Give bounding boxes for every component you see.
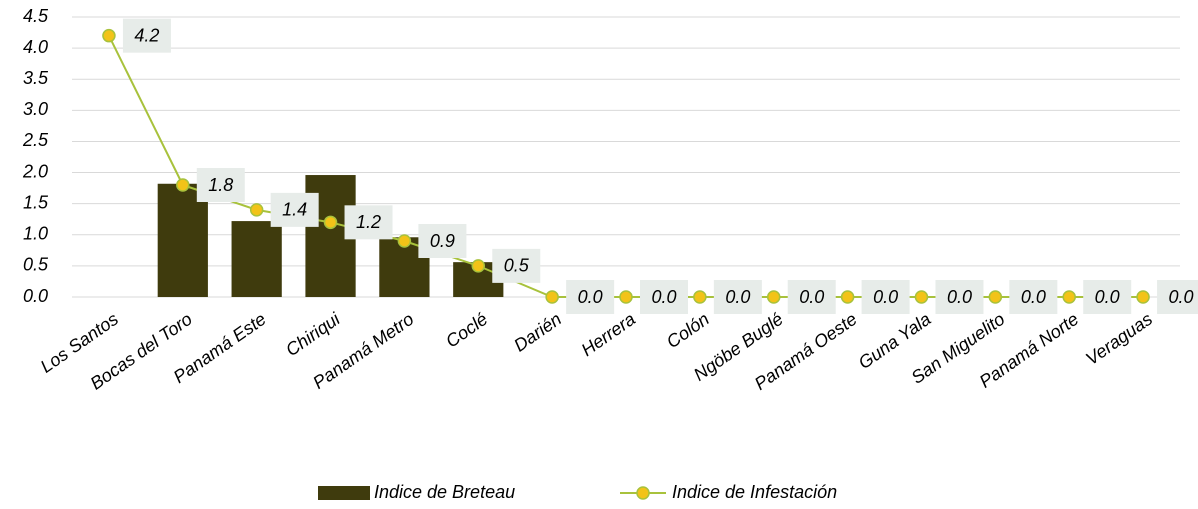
y-tick-label: 3.5 [23, 68, 49, 88]
marker [102, 28, 116, 43]
data-label-box [1083, 280, 1132, 314]
data-label-box [270, 192, 319, 227]
marker [619, 290, 633, 304]
data-label: 0.0 [651, 287, 676, 307]
y-tick-label: 4.0 [23, 37, 48, 57]
marker [914, 290, 929, 304]
data-label: 0.0 [578, 287, 603, 307]
y-tick-label: 1.5 [23, 192, 49, 212]
data-label-box [787, 280, 836, 314]
data-label-box [640, 280, 688, 314]
data-label-box [122, 18, 171, 53]
marker [249, 203, 264, 217]
data-label: 0.0 [725, 287, 750, 307]
x-tick-label: Veraguas [1082, 309, 1156, 369]
legend-marker [636, 486, 650, 500]
data-label: 0.0 [947, 287, 972, 307]
data-label: 0.0 [1095, 287, 1120, 307]
data-label: 0.5 [504, 256, 530, 276]
y-tick-label: 1.0 [23, 224, 48, 244]
marker [1136, 290, 1150, 304]
legend-swatch [318, 486, 370, 500]
data-label: 0.0 [1021, 287, 1046, 307]
bar [231, 221, 282, 297]
data-label: 0.0 [799, 287, 824, 307]
marker [988, 290, 1003, 304]
data-label: 0.9 [430, 231, 455, 251]
data-label: 0.0 [873, 287, 898, 307]
x-tick-label: Colón [663, 309, 713, 352]
data-label-box [1157, 280, 1198, 314]
marker [545, 290, 559, 304]
y-tick-label: 2.0 [22, 161, 48, 181]
marker [176, 178, 190, 192]
data-label: 1.4 [282, 200, 307, 220]
y-tick-label: 0.5 [23, 255, 49, 275]
legend-label: Indice de Breteau [374, 482, 515, 502]
bar [157, 183, 208, 297]
data-label-box [713, 280, 762, 314]
data-label-box [492, 248, 541, 283]
marker [693, 290, 707, 304]
marker [1062, 290, 1076, 304]
marker [766, 290, 781, 304]
x-tick-label: Chiriqui [282, 308, 344, 360]
x-tick-label: Herrera [578, 309, 639, 360]
marker [840, 290, 855, 304]
marker [323, 215, 338, 230]
data-label: 4.2 [134, 25, 159, 45]
data-label: 1.2 [356, 212, 381, 232]
marker [471, 259, 486, 273]
data-label-box [418, 224, 467, 258]
x-tick-label: Darién [510, 309, 565, 356]
data-label-box [935, 280, 984, 314]
data-label-box [1009, 280, 1058, 314]
y-tick-label: 4.5 [23, 6, 49, 26]
data-label: 0.0 [1169, 287, 1194, 307]
data-label-box [344, 205, 393, 240]
data-label-box [566, 280, 615, 314]
y-tick-label: 0.0 [23, 286, 48, 306]
marker [397, 234, 412, 248]
data-label-box [196, 168, 245, 202]
legend-label: Indice de Infestación [672, 482, 837, 502]
data-label-box [861, 280, 910, 314]
y-tick-label: 2.5 [22, 130, 49, 150]
x-tick-label: Coclé [442, 309, 491, 352]
data-label: 1.8 [208, 175, 233, 195]
y-tick-label: 3.0 [23, 99, 48, 119]
